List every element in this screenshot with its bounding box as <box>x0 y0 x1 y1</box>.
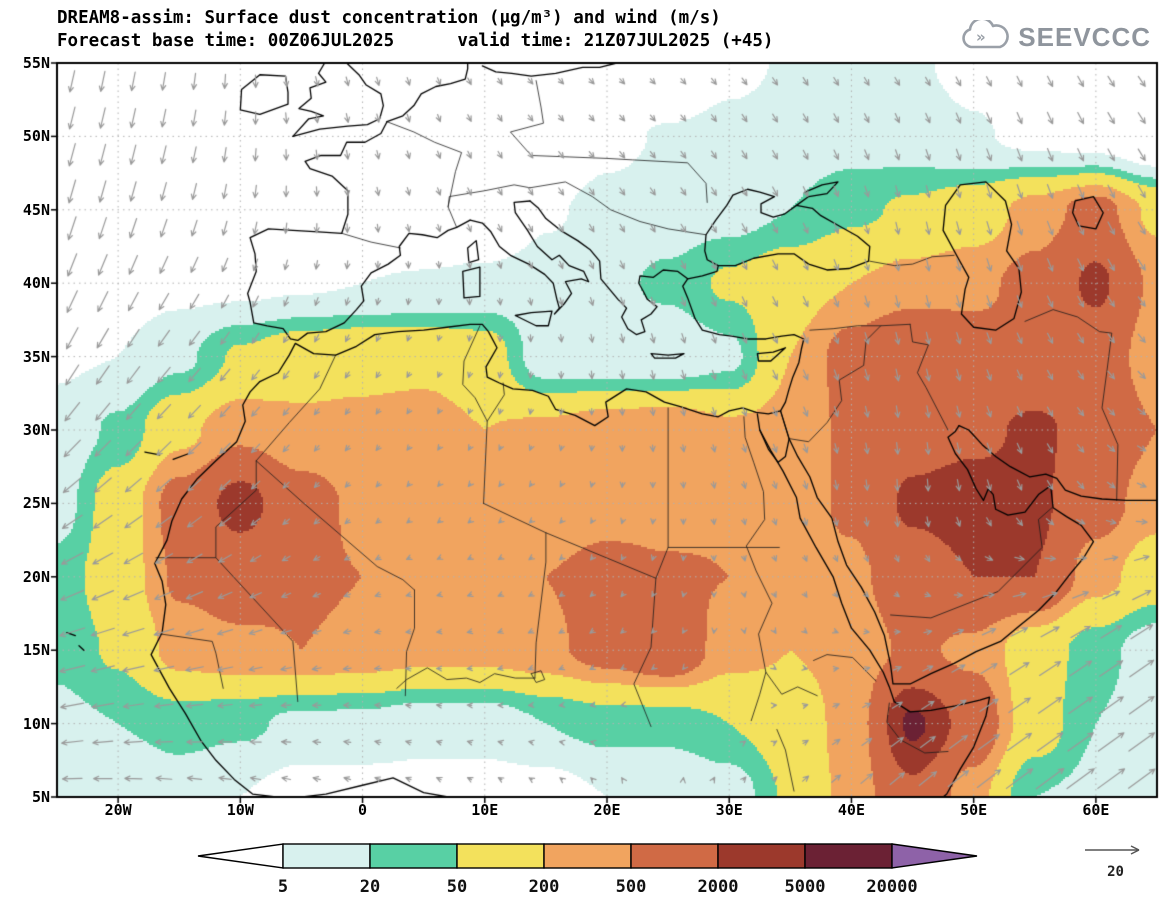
svg-text:»: » <box>976 28 986 46</box>
colorbar-label: 2000 <box>698 877 739 897</box>
lon-tick-label: 10E <box>471 801 499 819</box>
colorbar-label: 5000 <box>785 877 826 897</box>
colorbar-segment <box>630 843 719 869</box>
lat-tick-label: 30N <box>22 421 50 439</box>
colorbar-label: 50 <box>447 877 467 897</box>
lat-tick-label: 55N <box>22 54 50 72</box>
lat-tick-label: 35N <box>22 347 50 366</box>
lon-tick-label: 20E <box>593 801 621 819</box>
lon-tick-label: 40E <box>837 801 865 819</box>
colorbar-label: 20000 <box>866 877 917 897</box>
colorbar-segment <box>369 843 458 869</box>
colorbar-segment <box>282 843 371 869</box>
chart-title: DREAM8-assim: Surface dust concentration… <box>57 8 721 28</box>
lat-tick-label: 5N <box>31 788 50 806</box>
cloud-logo-icon: » <box>962 20 1010 49</box>
chart-subtitle: Forecast base time: 00Z06JUL2025 valid t… <box>57 31 774 51</box>
seevccc-logo: » SEEVCCC <box>959 20 1151 54</box>
colorbar-label: 20 <box>360 877 380 897</box>
colorbar-underflow-arrow <box>197 843 284 869</box>
wind-reference-value: 20 <box>1107 864 1124 880</box>
lon-tick-label: 30E <box>715 801 743 819</box>
lat-tick-label: 40N <box>22 274 50 293</box>
lat-tick-label: 10N <box>22 714 50 733</box>
lat-tick-label: 20N <box>22 567 50 586</box>
colorbar: 5 20 50 200 500 2000 5000 20000 <box>197 843 978 897</box>
colorbar-segment <box>456 843 545 869</box>
lon-tick-label: 20W <box>104 801 132 819</box>
lon-tick-label: 60E <box>1082 801 1110 819</box>
lat-tick-label: 50N <box>22 127 50 146</box>
colorbar-label: 200 <box>529 877 560 897</box>
colorbar-label: 5 <box>278 877 288 897</box>
lon-tick-label: 10W <box>226 801 254 819</box>
lat-tick-label: 45N <box>22 200 50 219</box>
lon-tick-label: 0 <box>358 801 368 819</box>
colorbar-segment <box>543 843 632 869</box>
wind-reference-arrow <box>1084 845 1139 855</box>
colorbar-overflow-arrow <box>891 843 978 869</box>
lon-tick-label: 50E <box>960 801 988 819</box>
colorbar-label: 500 <box>616 877 647 897</box>
wind-reference: 20 <box>1078 840 1153 880</box>
colorbar-segment <box>804 843 893 869</box>
title-block: DREAM8-assim: Surface dust concentration… <box>57 7 773 53</box>
colorbar-segment <box>717 843 806 869</box>
lat-tick-label: 25N <box>22 494 50 513</box>
logo-text: SEEVCCC <box>1018 21 1151 52</box>
lat-tick-label: 15N <box>22 641 50 660</box>
colorbar-legend: 5 20 50 200 500 2000 5000 20000 <box>188 840 978 906</box>
